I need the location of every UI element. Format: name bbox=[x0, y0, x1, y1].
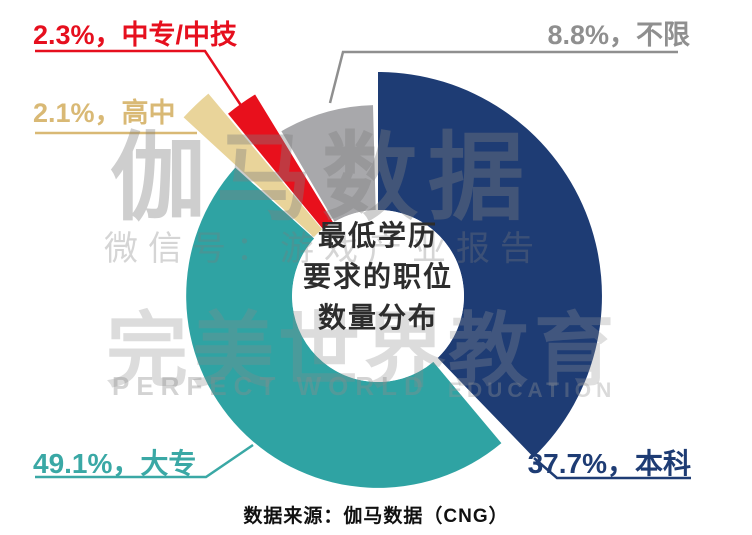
chart-center-title: 最低学历 要求的职位 数量分布 bbox=[268, 215, 488, 338]
leader-buxian bbox=[328, 50, 678, 104]
center-title-line3: 数量分布 bbox=[317, 302, 438, 333]
callout-label-benke: 37.7%，本科 bbox=[527, 448, 691, 479]
pie-slice-1 bbox=[186, 167, 502, 488]
pie-slice-2 bbox=[183, 93, 323, 238]
data-source-note: 数据来源：伽马数据（CNG） bbox=[243, 506, 509, 527]
center-title-line2: 要求的职位 bbox=[302, 261, 453, 292]
center-title-line1: 最低学历 bbox=[317, 220, 438, 251]
callout-label-gaozhong: 2.1%，高中 bbox=[33, 98, 176, 128]
callout-label-zhongzhuan: 2.3%，中专/中技 bbox=[33, 20, 238, 50]
leader-dazhuan bbox=[35, 443, 254, 479]
callout-label-dazhuan: 49.1%，大专 bbox=[33, 448, 197, 479]
leader-zhongzhuan bbox=[35, 49, 246, 111]
pie-slice-0 bbox=[378, 72, 602, 458]
donut-hole bbox=[292, 210, 464, 382]
pie-slice-4 bbox=[281, 105, 376, 222]
pie-slice-3 bbox=[228, 94, 333, 229]
callout-label-buxian: 8.8%，不限 bbox=[547, 20, 690, 50]
leader-benke bbox=[533, 457, 691, 480]
